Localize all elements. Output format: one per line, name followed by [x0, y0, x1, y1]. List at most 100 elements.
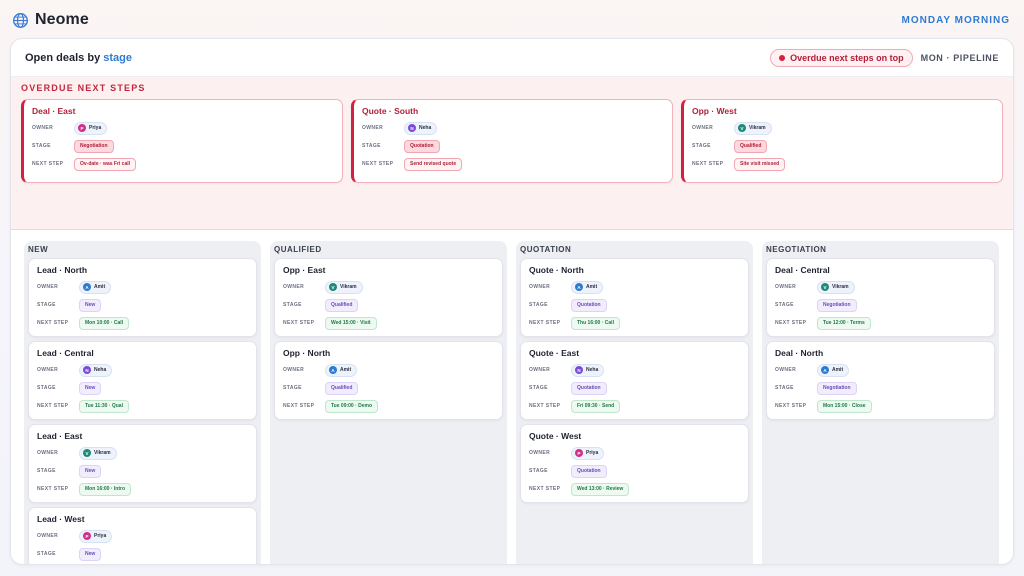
stage-label: STAGE — [37, 302, 56, 308]
owner-chip[interactable]: P Priya — [74, 121, 108, 135]
owner-chip[interactable]: P Priya — [79, 529, 113, 543]
owner-chip[interactable]: V Vikram — [734, 121, 772, 135]
deal-card[interactable]: Deal · North OWNER A Amit STAGE Negotiation NE… — [766, 341, 995, 420]
next-step-chip[interactable]: Tue 12:00 · Terms — [817, 316, 871, 330]
stage-badge[interactable]: New — [79, 464, 102, 478]
stage-badge[interactable]: Qualified — [734, 139, 768, 153]
column-cards: Opp · East OWNER V Vikram STAGE Qualified NEXT… — [274, 258, 503, 420]
next-step-label: NEXT STEP — [529, 403, 561, 409]
deal-title[interactable]: Quote · South — [362, 106, 419, 116]
deal-title[interactable]: Opp · East — [283, 265, 326, 275]
next-step-chip[interactable]: Fri 09:30 · Send — [571, 399, 621, 413]
deal-card[interactable]: Deal · Central OWNER V Vikram STAGE Negotiati… — [766, 258, 995, 337]
owner-chip[interactable]: A Amit — [571, 280, 604, 294]
owner-chip[interactable]: V Vikram — [325, 280, 363, 294]
owner-chip[interactable]: A Amit — [79, 280, 112, 294]
deal-title[interactable]: Deal · East — [32, 106, 76, 116]
deal-card[interactable]: Deal · East OWNER P Priya STAGE Negotiation NE… — [21, 99, 343, 183]
owner-chip[interactable]: A Amit — [817, 363, 850, 377]
stage-field: STAGE Negotiation — [32, 137, 334, 155]
stage-badge[interactable]: Quotation — [571, 464, 607, 478]
deal-card[interactable]: Opp · East OWNER V Vikram STAGE Qualified NEXT… — [274, 258, 503, 337]
deal-card[interactable]: Opp · West OWNER V Vikram STAGE Qualified NEXT… — [681, 99, 1003, 183]
next-step-chip[interactable]: Tue 11:30 · Qual — [79, 399, 129, 413]
stage-badge[interactable]: Negotiation — [817, 381, 857, 395]
deal-title[interactable]: Opp · North — [283, 348, 331, 358]
stage-badge[interactable]: New — [79, 547, 102, 561]
stage-badge[interactable]: Quotation — [404, 139, 440, 153]
owner-label: OWNER — [283, 367, 305, 373]
owner-field: OWNER V Vikram — [283, 278, 494, 296]
owner-avatar: V — [83, 449, 91, 457]
overdue-toggle-label: Overdue next steps on top — [790, 52, 904, 63]
owner-field: OWNER P Priya — [529, 444, 740, 462]
owner-chip[interactable]: A Amit — [325, 363, 358, 377]
owner-label: OWNER — [37, 367, 59, 373]
next-step-chip[interactable]: Mon 10:00 · Call — [79, 316, 130, 330]
next-step-chip[interactable]: Wed 15:00 · Visit — [325, 316, 377, 330]
deal-card[interactable]: Lead · Central OWNER N Neha STAGE New NEXT STE… — [28, 341, 257, 420]
owner-field: OWNER A Amit — [283, 361, 494, 379]
owner-label: OWNER — [37, 284, 59, 290]
deal-title[interactable]: Lead · North — [37, 265, 88, 275]
deal-card[interactable]: Quote · South OWNER N Neha STAGE Quotation NEX… — [351, 99, 673, 183]
stage-column: QUOTATION Quote · North OWNER A Amit STAGE Quo… — [516, 241, 753, 564]
owner-chip[interactable]: V Vikram — [817, 280, 855, 294]
deal-card[interactable]: Quote · East OWNER N Neha STAGE Quotation NEXT… — [520, 341, 749, 420]
next-step-chip[interactable]: Site visit missed — [734, 157, 786, 171]
stage-badge[interactable]: New — [79, 381, 102, 395]
stage-badge[interactable]: Quotation — [571, 298, 607, 312]
deal-title[interactable]: Lead · West — [37, 514, 85, 524]
column-title: NEW — [28, 245, 49, 254]
deal-card[interactable]: Quote · North OWNER A Amit STAGE Quotation NEX… — [520, 258, 749, 337]
stage-field: STAGE New — [37, 379, 248, 397]
stage-field: STAGE New — [37, 296, 248, 314]
owner-chip[interactable]: P Priya — [571, 446, 605, 460]
next-step-chip[interactable]: Ov-date · was Fri call — [74, 157, 137, 171]
stage-badge[interactable]: Negotiation — [74, 139, 114, 153]
deal-title[interactable]: Lead · East — [37, 431, 83, 441]
next-step-chip[interactable]: Tue 09:00 · Demo — [325, 399, 379, 413]
deal-title[interactable]: Quote · West — [529, 431, 582, 441]
owner-chip[interactable]: N Neha — [571, 363, 605, 377]
overdue-toggle[interactable]: Overdue next steps on top — [770, 48, 913, 67]
next-step-chip[interactable]: Mon 15:00 · Close — [817, 399, 872, 413]
deal-card[interactable]: Lead · North OWNER A Amit STAGE New NEXT STEP M… — [28, 258, 257, 337]
next-step-chip[interactable]: Wed 13:00 · Review — [571, 482, 630, 496]
stage-badge[interactable]: Qualified — [325, 381, 359, 395]
next-step-chip[interactable]: Thu 16:00 · Call — [571, 316, 620, 330]
deal-card[interactable]: Quote · West OWNER P Priya STAGE Quotation NEX… — [520, 424, 749, 503]
owner-name: Neha — [419, 125, 432, 131]
deal-title[interactable]: Lead · Central — [37, 348, 94, 358]
owner-avatar: N — [83, 366, 91, 374]
next-step-field: NEXT STEP Ov-date · was Fri call — [32, 155, 334, 173]
deal-title[interactable]: Quote · North — [529, 265, 584, 275]
owner-field: OWNER N Neha — [37, 361, 248, 379]
next-step-label: NEXT STEP — [529, 486, 561, 492]
next-step-chip[interactable]: Mon 16:00 · Intro — [79, 482, 132, 496]
stage-badge[interactable]: Negotiation — [817, 298, 857, 312]
stage-badge[interactable]: Qualified — [325, 298, 359, 312]
deal-card[interactable]: Opp · North OWNER A Amit STAGE Qualified NEXT … — [274, 341, 503, 420]
view-label: MON · PIPELINE — [920, 52, 999, 63]
panel-title-accent[interactable]: stage — [103, 51, 133, 64]
owner-chip[interactable]: V Vikram — [79, 446, 117, 460]
owner-name: Neha — [94, 367, 107, 373]
greeting-label: MONDAY MORNING — [901, 14, 1010, 26]
stage-badge[interactable]: Quotation — [571, 381, 607, 395]
stage-badge[interactable]: New — [79, 298, 102, 312]
deal-card[interactable]: Lead · East OWNER V Vikram STAGE New NEXT STEP… — [28, 424, 257, 503]
stage-column: NEW Lead · North OWNER A Amit STAGE New NEXT ST… — [24, 241, 261, 564]
brand[interactable]: Neome — [12, 11, 89, 29]
next-step-chip[interactable]: Send revised quote — [404, 157, 463, 171]
owner-chip[interactable]: N Neha — [404, 121, 438, 135]
deal-title[interactable]: Deal · Central — [775, 265, 830, 275]
deal-title[interactable]: Opp · West — [692, 106, 737, 116]
deal-title[interactable]: Deal · North — [775, 348, 824, 358]
brand-name: Neome — [35, 11, 89, 28]
deal-title[interactable]: Quote · East — [529, 348, 580, 358]
owner-chip[interactable]: N Neha — [79, 363, 113, 377]
next-step-label: NEXT STEP — [775, 320, 807, 326]
stage-field: STAGE Quotation — [529, 296, 740, 314]
